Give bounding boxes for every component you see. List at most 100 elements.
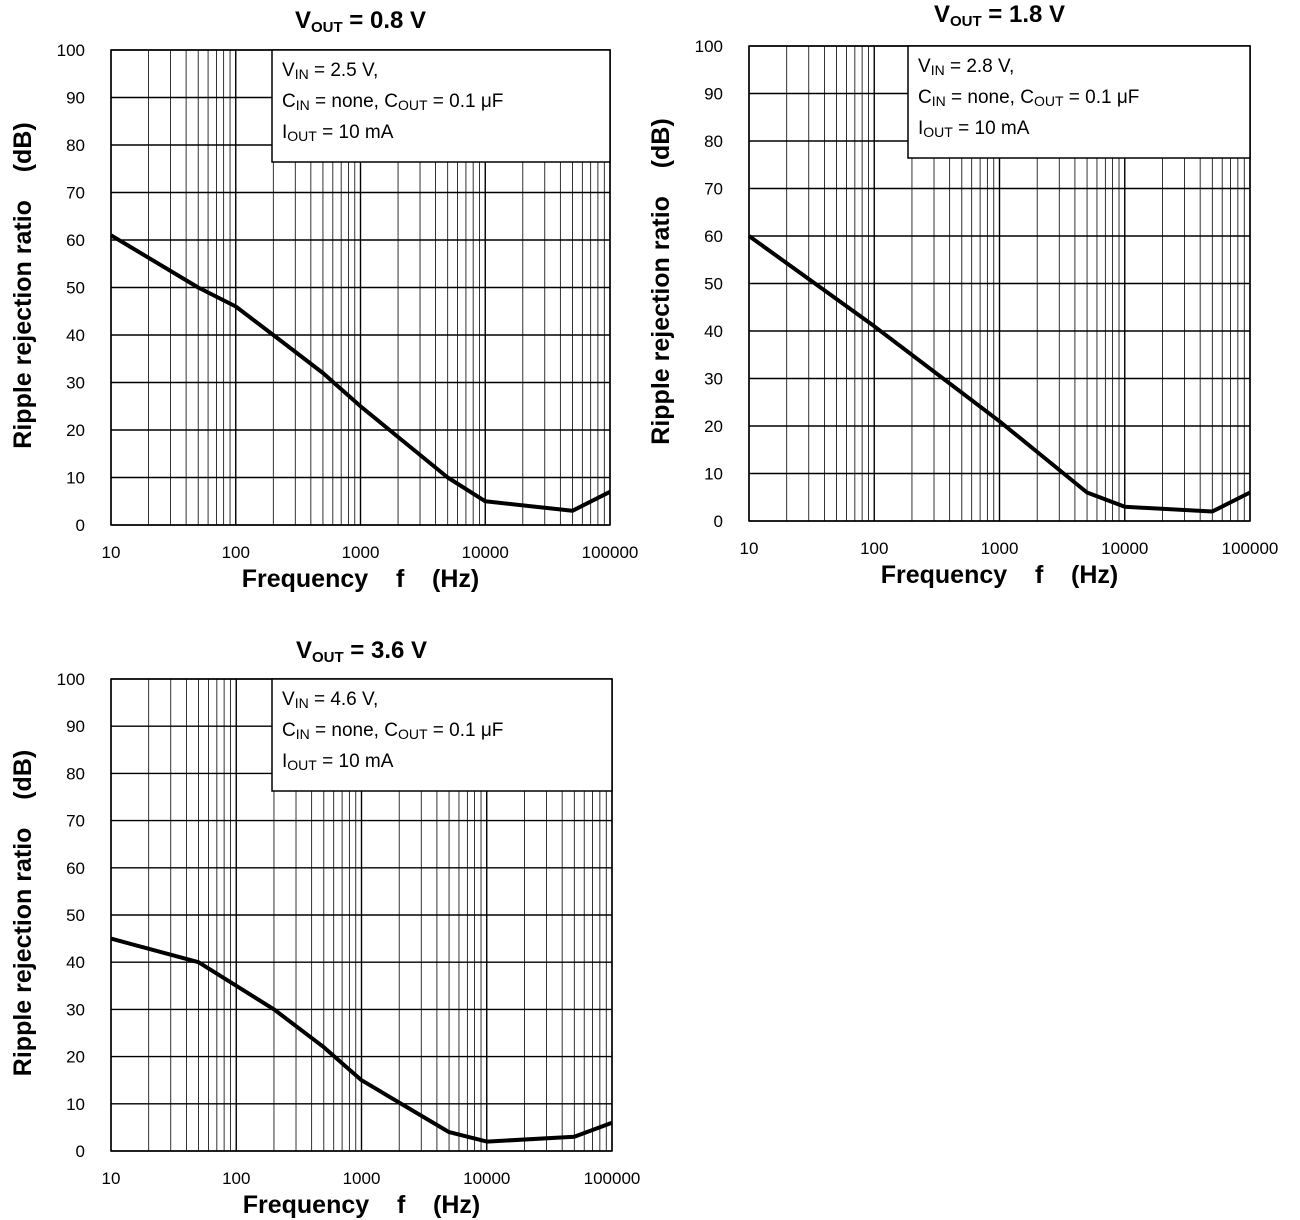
series-points (110, 235, 611, 511)
text-run: = none, C (946, 87, 1034, 108)
y-tick-label: 50 (66, 906, 85, 925)
x-tick-label: 1000 (981, 539, 1019, 558)
y-tick-label: 70 (66, 812, 85, 831)
annotation-line: CIN = none, COUT = 0.1 μF (282, 91, 503, 113)
x-tick-label: 10000 (1101, 539, 1148, 558)
x-tick-label: 10000 (463, 1169, 510, 1188)
text-run: C (282, 91, 296, 112)
text-run: V (918, 56, 931, 77)
text-run: = none, C (310, 720, 398, 741)
text-run: = 0.1 μF (428, 91, 504, 112)
title-rest: = 3.6 V (344, 637, 427, 664)
subscript-text: OUT (287, 757, 317, 773)
y-tick-label: 60 (704, 227, 723, 246)
y-axis-label: Ripple rejection ratio (dB) (9, 750, 37, 1076)
text-run: = 2.5 V, (309, 60, 379, 81)
y-tick-label: 10 (66, 1095, 85, 1114)
x-tick-label: 10 (740, 539, 759, 558)
y-tick-label: 30 (66, 1000, 85, 1019)
annotation-line: VIN = 4.6 V, (282, 689, 378, 711)
subscript-text: OUT (923, 124, 953, 140)
y-tick-label: 100 (57, 41, 85, 60)
y-tick-label: 20 (704, 417, 723, 436)
annotation-line: VIN = 2.8 V, (918, 56, 1014, 78)
series-line-1 (110, 936, 613, 1144)
annotation-line: VIN = 2.5 V, (282, 60, 378, 82)
text-run: C (918, 87, 932, 108)
text-run: C (282, 720, 296, 741)
y-tick-label: 90 (66, 717, 85, 736)
annotation-line: IOUT = 10 mA (282, 122, 394, 144)
title-rest: = 1.8 V (982, 1, 1065, 28)
annotation-box (271, 678, 613, 792)
conditions-annotation: VIN = 2.8 V, CIN = none, COUT = 0.1 μF IOU… (907, 45, 1251, 159)
y-tick-label: 90 (66, 89, 85, 108)
x-tick-label: 100000 (584, 1169, 641, 1188)
text-run: V (282, 689, 295, 710)
y-tick-label: 10 (66, 469, 85, 488)
annotation-line: IOUT = 10 mA (918, 118, 1030, 140)
text-run: = 2.8 V, (945, 56, 1015, 77)
annotation-line: CIN = none, COUT = 0.1 μF (918, 87, 1139, 109)
y-tick-label: 70 (66, 184, 85, 203)
x-tick-label: 100000 (1222, 539, 1279, 558)
annotation-line: IOUT = 10 mA (282, 751, 394, 773)
y-tick-label: 100 (57, 670, 85, 689)
y-tick-label: 40 (66, 326, 85, 345)
x-tick-label: 10 (102, 543, 121, 562)
text-run: = 4.6 V, (309, 689, 379, 710)
y-axis-label: Ripple rejection ratio (dB) (9, 122, 37, 448)
subscript-text: IN (295, 695, 309, 711)
conditions-annotation: VIN = 4.6 V, CIN = none, COUT = 0.1 μF IOU… (271, 678, 613, 792)
text-run: V (282, 60, 295, 81)
y-tick-label: 60 (66, 859, 85, 878)
x-tick-label: 1000 (342, 543, 380, 562)
y-tick-label: 80 (66, 764, 85, 783)
text-run: I (282, 751, 287, 772)
y-axis-label: Ripple rejection ratio (dB) (647, 118, 675, 444)
y-tick-label: 0 (76, 1142, 85, 1161)
x-tick-label: 1000 (343, 1169, 381, 1188)
title-main: V (296, 637, 312, 664)
y-tick-label: 50 (66, 279, 85, 298)
text-run: = 10 mA (953, 118, 1030, 139)
chart-1: 0 10 20 30 40 50 60 70 80 90 100 10 100 1000 10000 1000… (9, 7, 638, 593)
x-tick-label: 100000 (582, 543, 639, 562)
x-axis-label: Frequency f (Hz) (242, 565, 480, 593)
x-tick-label: 10 (102, 1169, 121, 1188)
y-tick-label: 0 (76, 516, 85, 535)
title-subscript: OUT (312, 649, 344, 666)
annotation-line: CIN = none, COUT = 0.1 μF (282, 720, 503, 742)
y-tick-label: 20 (66, 1048, 85, 1067)
chart-title: VOUT = 1.8 V (934, 1, 1065, 30)
subscript-text: OUT (287, 128, 317, 144)
text-run: I (918, 118, 923, 139)
y-tick-label: 30 (66, 374, 85, 393)
annotation-box (907, 45, 1251, 159)
y-tick-label: 60 (66, 231, 85, 250)
text-run: = none, C (310, 91, 398, 112)
annotation-box (271, 49, 611, 163)
text-run: = 10 mA (317, 122, 394, 143)
chart-title: VOUT = 3.6 V (296, 637, 427, 666)
x-axis-label: Frequency f (Hz) (243, 1191, 481, 1219)
y-tick-label: 80 (704, 132, 723, 151)
x-tick-label: 100 (222, 1169, 250, 1188)
y-tick-label: 80 (66, 136, 85, 155)
y-tick-label: 70 (704, 180, 723, 199)
title-main: V (934, 1, 950, 28)
series-line-1 (109, 233, 611, 513)
title-main: V (295, 7, 311, 34)
series-points (110, 938, 613, 1142)
x-tick-label: 10000 (462, 543, 509, 562)
title-rest: = 0.8 V (343, 7, 426, 34)
conditions-annotation: VIN = 2.5 V,CIN = none, COUT = 0.1 μFIOU… (271, 49, 611, 163)
y-tick-label: 0 (714, 512, 723, 531)
subscript-text: IN (296, 97, 310, 113)
subscript-text: IN (295, 66, 309, 82)
y-tick-label: 40 (704, 322, 723, 341)
y-tick-label: 90 (704, 85, 723, 104)
subscript-text: IN (296, 726, 310, 742)
subscript-text: OUT (398, 97, 428, 113)
subscript-text: IN (931, 62, 945, 78)
